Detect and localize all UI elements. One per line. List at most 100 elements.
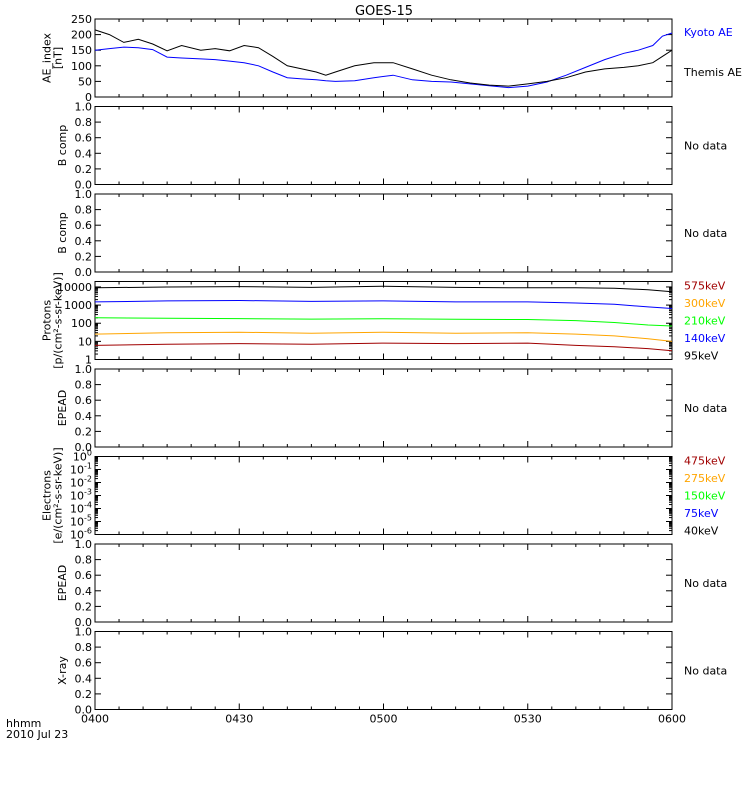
y-tick-label: 150: [71, 44, 92, 57]
y-tick-label: 0: [85, 91, 92, 104]
y-tick-label: 200: [71, 29, 92, 42]
right-label: No data: [684, 402, 727, 415]
y-tick-label: 0.0: [75, 179, 93, 192]
series-line-kyoto-ae: [94, 32, 673, 89]
y-tick-label: 100: [71, 317, 92, 330]
right-label: No data: [684, 665, 727, 678]
x-tick-label: 0400: [81, 713, 109, 726]
panel-frame: [94, 106, 673, 185]
y-axis-label: X-ray: [56, 656, 69, 685]
y-axis-label: AE_index: [41, 32, 54, 83]
series-line-themis-ae: [94, 29, 673, 87]
y-tick-label: 0.6: [75, 657, 93, 670]
y-tick-label: 0.0: [75, 616, 93, 629]
y-axis-label: [nT]: [52, 47, 65, 69]
x-tick-label: 0530: [514, 713, 542, 726]
y-axis-label: EPEAD: [56, 565, 69, 602]
y-axis-label: Protons: [41, 300, 54, 341]
right-label: 150keV: [684, 490, 726, 503]
y-axis-label: EPEAD: [56, 390, 69, 427]
right-label: No data: [684, 227, 727, 240]
y-tick-label: 0.0: [75, 266, 93, 279]
right-label: 40keV: [684, 525, 719, 538]
panel-6: 10-610-510-410-310-210-1100Electrons[e/(…: [41, 447, 726, 543]
panel-frame: [94, 456, 673, 535]
date-label: 2010 Jul 23: [6, 728, 68, 741]
right-label: 140keV: [684, 332, 726, 345]
y-tick-label: 0.0: [75, 704, 93, 717]
panel-frame: [94, 631, 673, 710]
y-tick-label: 0.4: [75, 410, 93, 423]
y-tick-label: 1.0: [75, 101, 93, 114]
y-tick-label: 0.8: [75, 116, 93, 129]
right-label: Themis AE: [683, 66, 742, 79]
panel-8: 0.0 0.2 0.4 0.6 0.8 1.0 X-ray No data 0400 0430 05…: [56, 626, 727, 726]
panel-frame: [94, 543, 673, 623]
y-tick-label: 1000: [64, 299, 92, 312]
y-tick-label: 0.8: [75, 641, 93, 654]
panel-5: 0.0 0.2 0.4 0.6 0.8 1.0 EPEAD No data: [56, 363, 727, 454]
y-tick-label: 0.6: [75, 569, 93, 582]
right-label: No data: [684, 577, 727, 590]
x-tick-label: 0430: [225, 713, 253, 726]
y-tick-label: 0.2: [75, 600, 93, 613]
y-tick-label: 0.8: [75, 204, 93, 217]
right-label: 210keV: [684, 315, 726, 328]
y-tick-label: 1.0: [75, 188, 93, 201]
right-label: Kyoto AE: [684, 26, 733, 39]
y-tick-label: 250: [71, 13, 92, 26]
panel-1: 0 50 100 150 200 250 AE_index[nT] Kyoto AE Themi…: [41, 13, 742, 104]
y-tick-label: 0.2: [75, 163, 93, 176]
y-tick-label: 0.4: [75, 585, 93, 598]
y-axis-label: [p/(cm²-s-sr-keV)]: [52, 272, 65, 369]
y-tick-label: 10: [78, 335, 92, 348]
y-tick-label: 100: [71, 60, 92, 73]
y-axis-label: B comp: [56, 212, 69, 254]
right-label: 475keV: [684, 455, 726, 468]
y-tick-label: 0.0: [75, 441, 93, 454]
y-tick-label: 10000: [57, 281, 92, 294]
right-label: 275keV: [684, 472, 726, 485]
y-axis-label: [e/(cm²-s-sr-keV)]: [52, 447, 65, 543]
series-line-140kev: [94, 299, 673, 309]
y-tick-label: 0.6: [75, 394, 93, 407]
y-tick-label: 0.4: [75, 672, 93, 685]
y-tick-label: 0.6: [75, 219, 93, 232]
x-tick-label: 0600: [658, 713, 686, 726]
y-axis-label: B comp: [56, 125, 69, 167]
y-tick-label: 0.8: [75, 379, 93, 392]
right-label: 575keV: [684, 280, 726, 293]
panel-2: 0.0 0.2 0.4 0.6 0.8 1.0 B comp No data: [56, 101, 727, 192]
panel-frame: [94, 281, 673, 360]
y-tick-label: 1.0: [75, 363, 93, 376]
y-axis-label: Electrons: [41, 470, 54, 521]
panel-frame: [94, 368, 673, 448]
y-tick-label: 0.8: [75, 554, 93, 567]
y-tick-label: 0.6: [75, 132, 93, 145]
panel-4: 1 10 100 1000 10000Protons[p/(cm²-s-sr-keV)]…: [41, 272, 726, 369]
series-line-210kev: [94, 317, 673, 327]
y-tick-label: 1.0: [75, 626, 93, 639]
panel-7: 0.0 0.2 0.4 0.6 0.8 1.0 EPEAD No data: [56, 538, 727, 629]
series-line-300kev: [94, 331, 673, 342]
panel-3: 0.0 0.2 0.4 0.6 0.8 1.0 B comp No data: [56, 188, 727, 279]
figure-title: GOES-15: [355, 4, 413, 19]
panel-frame: [94, 193, 673, 273]
y-tick-label: 0.4: [75, 147, 93, 160]
right-label: 300keV: [684, 297, 726, 310]
series-line-575kev: [94, 342, 673, 352]
y-tick-label: 1.0: [75, 538, 93, 551]
y-tick-label: 1: [85, 354, 92, 367]
y-tick-label: 0.4: [75, 235, 93, 248]
y-tick-label: 0.2: [75, 425, 93, 438]
y-tick-label: 0.2: [75, 688, 93, 701]
x-tick-label: 0500: [370, 713, 398, 726]
right-label: No data: [684, 140, 727, 153]
right-label: 75keV: [684, 507, 719, 520]
right-label: 95keV: [684, 350, 719, 363]
series-line-95kev: [94, 285, 673, 293]
x-row-label: hhmm: [6, 717, 41, 730]
y-tick-label: 0.2: [75, 250, 93, 263]
y-tick-label: 50: [78, 75, 92, 88]
